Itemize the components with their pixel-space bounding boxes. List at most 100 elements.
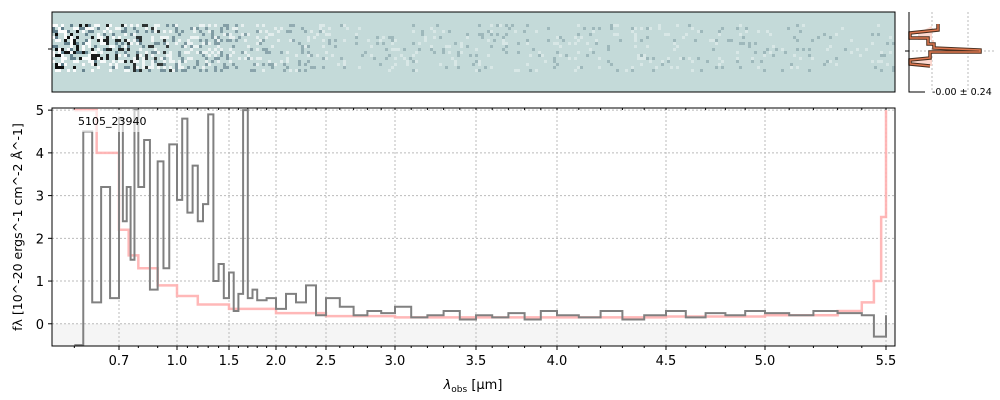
- y-tick-label: 5: [36, 104, 44, 119]
- 2d-pixel: [130, 33, 133, 36]
- 2d-pixel: [688, 24, 691, 27]
- 2d-pixel: [298, 69, 301, 72]
- 2d-pixel: [859, 54, 862, 57]
- 2d-pixel: [52, 45, 55, 48]
- 2d-pixel: [526, 63, 529, 66]
- 2d-pixel: [256, 24, 259, 27]
- 2d-pixel: [766, 48, 769, 51]
- 2d-pixel: [79, 24, 82, 27]
- 2d-pixel: [574, 57, 577, 60]
- 2d-pixel: [112, 66, 115, 69]
- 2d-pixel: [529, 54, 532, 57]
- 2d-pixel: [163, 39, 166, 42]
- 2d-pixel: [421, 33, 424, 36]
- 2d-pixel: [448, 51, 451, 54]
- 2d-pixel: [436, 24, 439, 27]
- 2d-pixel: [136, 24, 139, 27]
- 2d-pixel: [124, 27, 127, 30]
- 2d-pixel: [502, 48, 505, 51]
- 2d-pixel: [88, 60, 91, 63]
- 2d-pixel: [391, 66, 394, 69]
- 2d-pixel: [877, 24, 880, 27]
- 2d-pixel: [826, 60, 829, 63]
- 2d-pixel: [556, 36, 559, 39]
- 2d-pixel: [298, 60, 301, 63]
- 2d-pixel: [193, 66, 196, 69]
- 2d-pixel: [163, 51, 166, 54]
- 2d-pixel: [166, 24, 169, 27]
- 2d-pixel: [58, 39, 61, 42]
- 2d-pixel: [109, 63, 112, 66]
- 2d-pixel: [136, 54, 139, 57]
- 2d-pixel: [721, 66, 724, 69]
- x-tick-label: 0.7: [109, 354, 130, 369]
- 2d-pixel: [175, 66, 178, 69]
- 2d-pixel: [226, 54, 229, 57]
- 2d-pixel: [358, 27, 361, 30]
- 2d-pixel: [124, 24, 127, 27]
- 2d-pixel: [388, 69, 391, 72]
- 2d-pixel: [385, 48, 388, 51]
- 2d-pixel: [568, 42, 571, 45]
- 2d-pixel: [634, 39, 637, 42]
- 2d-pixel: [808, 69, 811, 72]
- 2d-pixel: [205, 27, 208, 30]
- 2d-pixel: [160, 36, 163, 39]
- 2d-pixel: [487, 54, 490, 57]
- 2d-pixel: [619, 39, 622, 42]
- 2d-pixel: [76, 30, 79, 33]
- 2d-pixel: [112, 33, 115, 36]
- 2d-pixel: [256, 48, 259, 51]
- 2d-pixel: [268, 33, 271, 36]
- 2d-pixel: [259, 39, 262, 42]
- 2d-pixel: [157, 51, 160, 54]
- 2d-pixel: [85, 42, 88, 45]
- 2d-pixel: [139, 36, 142, 39]
- 2d-pixel: [247, 33, 250, 36]
- 2d-pixel: [580, 36, 583, 39]
- 2d-pixel: [106, 27, 109, 30]
- 2d-pixel: [205, 51, 208, 54]
- 2d-pixel: [871, 42, 874, 45]
- 2d-pixel: [136, 30, 139, 33]
- 2d-pixel: [277, 39, 280, 42]
- 2d-pixel: [52, 36, 55, 39]
- 2d-pixel: [811, 39, 814, 42]
- 2d-pixel: [178, 60, 181, 63]
- 2d-pixel: [64, 39, 67, 42]
- 2d-pixel: [97, 33, 100, 36]
- 2d-pixel: [421, 30, 424, 33]
- 2d-pixel: [157, 66, 160, 69]
- 2d-pixel: [73, 57, 76, 60]
- plot-frame: [51, 107, 896, 347]
- 2d-pixel: [394, 63, 397, 66]
- 2d-pixel: [256, 57, 259, 60]
- 2d-pixel: [145, 51, 148, 54]
- 2d-pixel: [166, 45, 169, 48]
- 2d-pixel: [298, 42, 301, 45]
- 2d-pixel: [637, 54, 640, 57]
- 2d-pixel: [691, 69, 694, 72]
- 2d-pixel: [391, 42, 394, 45]
- 2d-pixel: [502, 39, 505, 42]
- 2d-pixel: [61, 66, 64, 69]
- 2d-pixel: [163, 30, 166, 33]
- 2d-pixel: [97, 54, 100, 57]
- 2d-pixel: [796, 39, 799, 42]
- 2d-pixel: [415, 51, 418, 54]
- 2d-pixel: [268, 60, 271, 63]
- 2d-pixel: [526, 42, 529, 45]
- 2d-pixel: [538, 51, 541, 54]
- 2d-pixel: [139, 54, 142, 57]
- 2d-pixel: [202, 24, 205, 27]
- 2d-pixel: [181, 45, 184, 48]
- 2d-pixel: [199, 45, 202, 48]
- 2d-pixel: [439, 63, 442, 66]
- 2d-pixel: [880, 69, 883, 72]
- 2d-pixel: [157, 42, 160, 45]
- 2d-pixel: [241, 24, 244, 27]
- 2d-pixel: [100, 42, 103, 45]
- 2d-pixel: [769, 33, 772, 36]
- 2d-pixel: [589, 48, 592, 51]
- 2d-pixel: [379, 63, 382, 66]
